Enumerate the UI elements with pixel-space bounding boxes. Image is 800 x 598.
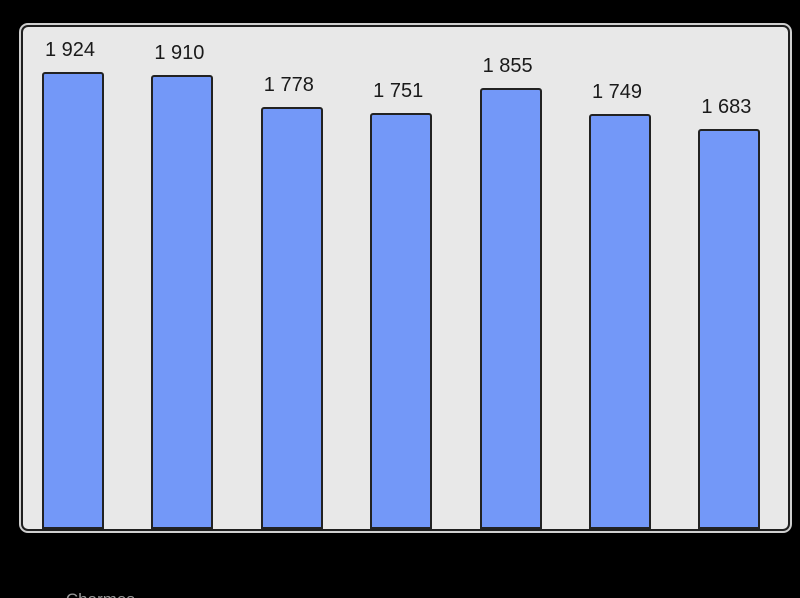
bar-value-label: 1 855 xyxy=(482,55,533,77)
caption-commune-name: Charmes xyxy=(66,590,135,598)
bar xyxy=(479,88,542,529)
bar-value-label: 1 910 xyxy=(154,42,205,64)
bar-value-label: 1 751 xyxy=(373,80,424,102)
bar xyxy=(589,114,651,529)
bar-value-label: 1 749 xyxy=(591,81,643,103)
bar xyxy=(260,107,323,529)
bar-value-label: 1 778 xyxy=(263,74,314,96)
bar xyxy=(151,75,214,529)
bar xyxy=(698,129,761,529)
bar-value-label: 1 683 xyxy=(701,96,752,118)
bar xyxy=(370,113,433,529)
chart-caption: Charmes (source: Insee) xyxy=(47,570,198,598)
plot-area: 1 924 1 910 1 778 1 751 1 855 1 749 1 683 xyxy=(21,25,790,531)
bar-value-label: 1 924 xyxy=(44,39,96,61)
bar xyxy=(42,72,104,529)
